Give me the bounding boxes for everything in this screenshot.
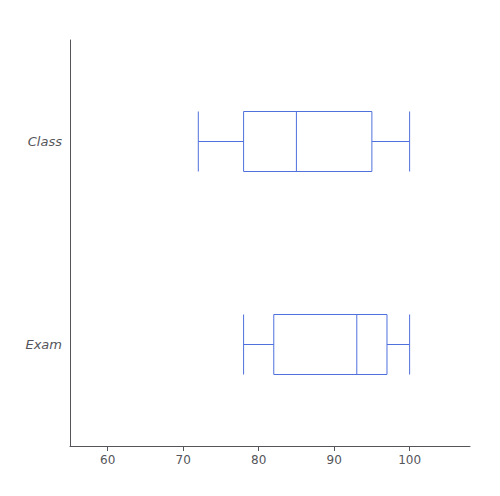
svg-text:100: 100 xyxy=(398,453,421,467)
svg-text:Exam: Exam xyxy=(25,337,62,352)
svg-text:70: 70 xyxy=(176,453,191,467)
svg-text:80: 80 xyxy=(251,453,266,467)
svg-text:Class: Class xyxy=(28,134,62,149)
svg-text:60: 60 xyxy=(100,453,115,467)
svg-text:90: 90 xyxy=(327,453,342,467)
